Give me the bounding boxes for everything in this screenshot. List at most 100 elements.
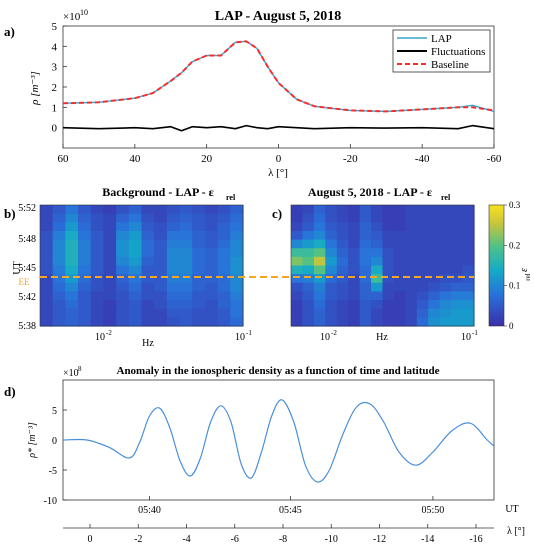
chart-c-cell [462,274,475,284]
chart-b-title-sub: rel [226,193,236,202]
chart-b-cell [154,230,168,241]
chart-b-cell [192,230,206,241]
chart-c-cell [439,274,452,284]
chart-c-cell [348,213,361,223]
chart-c-cell [359,282,372,293]
chart-c-cell [382,308,395,318]
chart-c-cell [291,274,304,284]
chart-c-cell [302,205,315,215]
chart-b-cell [204,248,219,258]
chart-c-cell [382,239,395,249]
chart-c-cell [371,222,384,232]
chart-c-cell [291,222,304,232]
chart-c-cell [393,291,406,301]
chart-b-cell [141,239,155,249]
chart-c-cell [416,300,429,310]
chart-c-cell [405,213,418,223]
chart-b-ytick-label: 5:42 [18,292,36,303]
chart-b-cell [128,248,143,258]
chart-c-cell [371,239,384,249]
chart-b-cell [154,291,168,301]
series-baseline-line [63,40,494,113]
chart-b-ytick-label: 5:38 [18,321,36,332]
chart-c-cell [462,205,475,215]
chart-c-cell [336,282,349,293]
chart-b-cell [179,308,193,318]
chart-b-cell [217,222,231,232]
chart-b-cell [204,282,219,293]
chart-b-cell [90,248,105,258]
chart-b-cell [65,265,79,275]
chart-d-lat-tick-label: -14 [421,534,434,545]
chart-b-cell [116,274,130,284]
chart-b-cell [128,300,143,310]
chart-c-cell [382,300,395,310]
chart-b-cell [103,213,117,223]
chart-b-cell [141,291,155,301]
chart-c-cell [405,300,418,310]
chart-c-cell [428,291,441,301]
chart-c-cell [313,205,326,215]
chart-c-cell [439,291,452,301]
chart-b-cell [204,256,219,267]
colorbar-label: ε [519,268,530,272]
chart-b-cell [154,248,168,258]
chart-b-ytick-label: 5:45 [18,263,36,274]
chart-b-cell [230,317,244,327]
chart-c-cell [382,282,395,293]
chart-b-cell [65,256,79,267]
chart-b-cell [128,274,143,284]
chart-c-cell [405,291,418,301]
chart-b-cell [103,222,117,232]
chart-c-cell [416,308,429,318]
chart-d-title: Anomaly in the ionospheric density as a … [117,365,440,377]
chart-c-cell [439,282,452,293]
chart-b-cell [192,274,206,284]
chart-b-cell [154,308,168,318]
chart-b-cell [166,222,181,232]
chart-b-cell [52,308,66,318]
chart-d-xtick-label: 05:45 [279,505,302,516]
chart-d-lat-tick-label: 0 [88,534,93,545]
ee-label: EE [19,277,30,287]
chart-d-y-axis: 5 0 -5 -10 [44,406,67,507]
chart-c-cell [325,239,338,249]
panel-label-c: c) [272,206,282,221]
chart-b-cell [78,308,92,318]
chart-c-cell [348,205,361,215]
chart-c-cell [428,222,441,232]
chart-a-xtick-label: -60 [487,153,502,165]
chart-b-cell [141,222,155,232]
chart-c-cell [336,213,349,223]
chart-b-cell [179,248,193,258]
chart-b-cell [230,213,244,223]
chart-b-cell [103,308,117,318]
chart-d-xlabel2: λ [°] [507,526,525,537]
chart-d-series [63,399,494,483]
legend-label-baseline: Baseline [431,59,469,71]
chart-b-cell [166,265,181,275]
chart-b-cell [52,222,66,232]
chart-c-cell [439,300,452,310]
chart-c-cell [325,317,338,327]
chart-b-cell [192,300,206,310]
chart-c-cell [348,308,361,318]
chart-c-title-text: August 5, 2018 - LAP - ε [308,185,432,199]
chart-b-cell [166,291,181,301]
chart-c-cell [336,300,349,310]
chart-d-lat-tick-label: -12 [373,534,386,545]
chart-c-cell [359,274,372,284]
chart-c-cell [462,248,475,258]
chart-b-cell [166,230,181,241]
chart-b-cell [90,291,105,301]
chart-c-cell [416,239,429,249]
chart-b-cell [65,282,79,293]
chart-c-cell [302,265,315,275]
chart-c-cell [439,213,452,223]
chart-c-cell [359,248,372,258]
chart-c-cell [451,265,464,275]
panel-label-b: b) [4,206,16,221]
legend-label-fluctuations: Fluctuations [431,46,485,58]
chart-c-cell [348,274,361,284]
chart-b-cell [179,205,193,215]
